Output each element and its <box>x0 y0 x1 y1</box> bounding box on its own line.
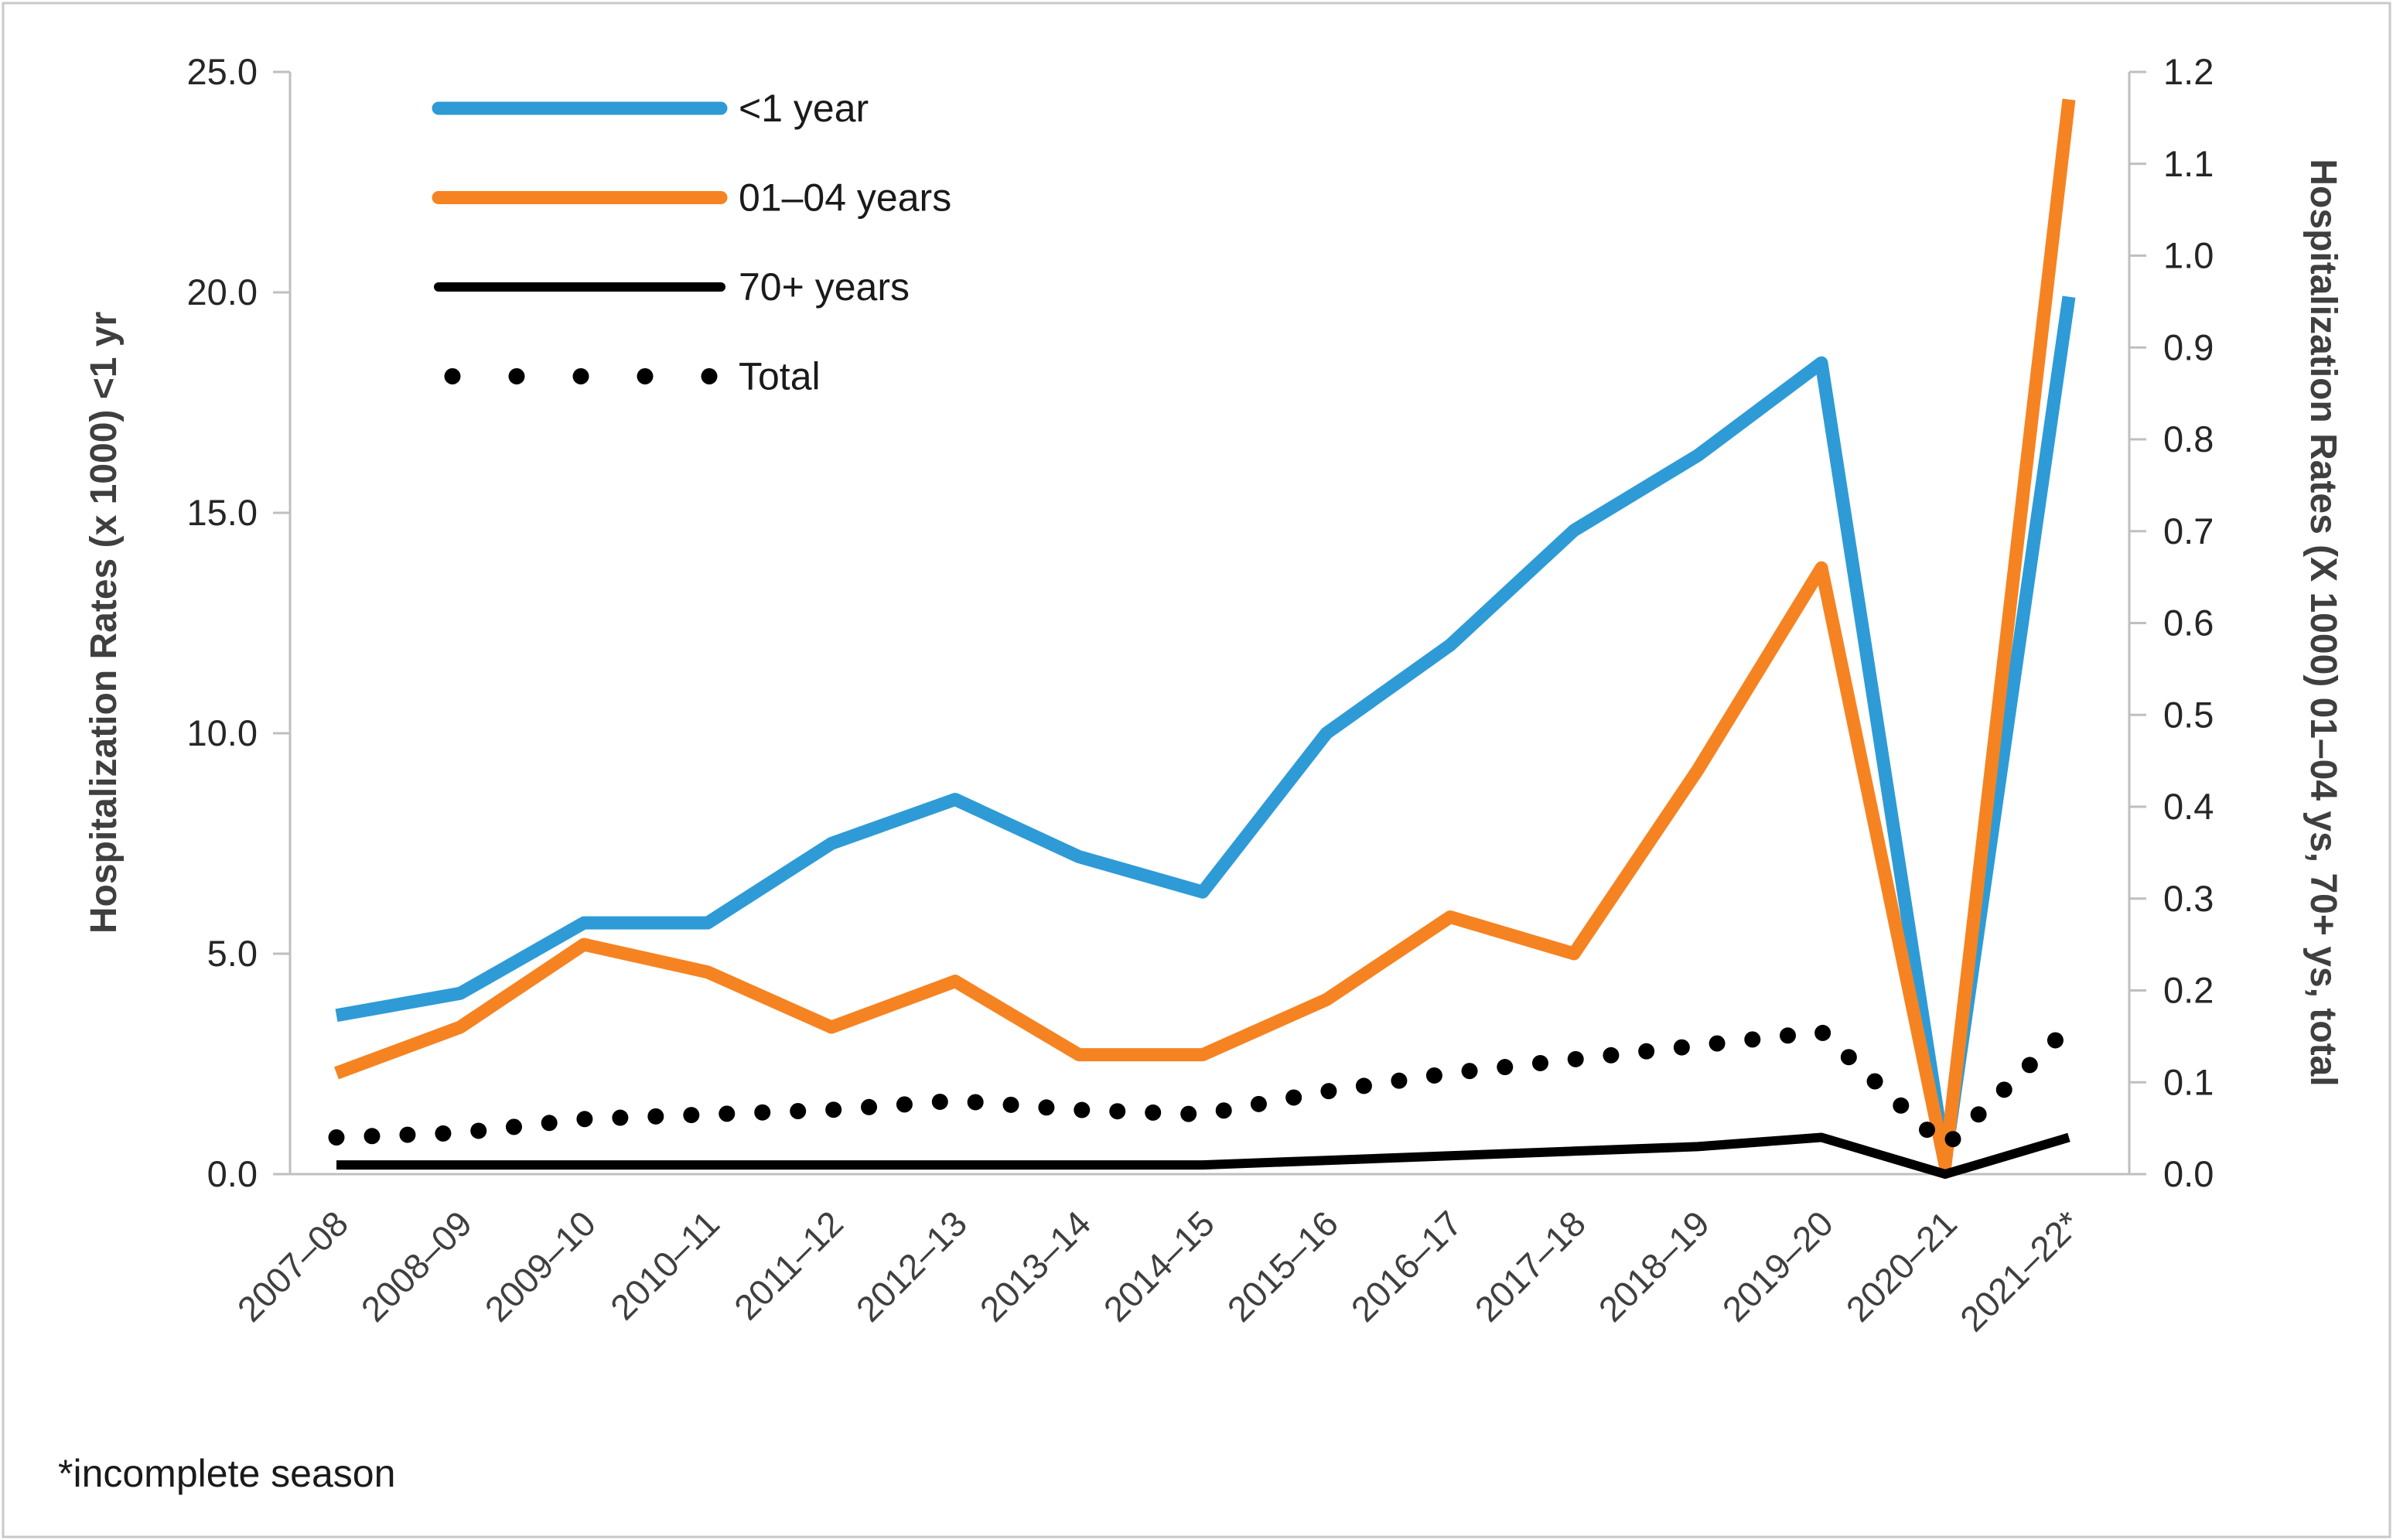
x-axis-label: 2018–19 <box>1591 1203 1717 1329</box>
right-tick-label: 0.7 <box>2163 510 2214 551</box>
right-tick-label: 0.2 <box>2163 970 2214 1011</box>
x-axis-label: 2009–10 <box>477 1203 603 1329</box>
legend-label: 70+ years <box>739 265 910 309</box>
x-axis-label: 2016–17 <box>1343 1203 1470 1329</box>
axes <box>288 72 2131 1176</box>
legend-label: 01–04 years <box>739 176 951 220</box>
x-axis-label: 2015–16 <box>1220 1203 1346 1329</box>
footnote: *incomplete season <box>58 1452 395 1495</box>
left-tick-label: 15.0 <box>187 492 258 533</box>
x-axis-label: 2008–09 <box>353 1203 480 1329</box>
series-line <box>336 1132 2070 1179</box>
right-tick-label: 0.5 <box>2163 694 2214 735</box>
right-tick-label: 1.2 <box>2163 51 2214 92</box>
x-axis-label: 2011–12 <box>726 1203 851 1327</box>
x-axis-label: 2007–08 <box>230 1203 356 1329</box>
left-tick-label: 10.0 <box>187 712 258 753</box>
x-axis-label: 2012–13 <box>848 1203 975 1329</box>
x-axis-label: 2019–20 <box>1715 1203 1841 1329</box>
left-tick-label: 0.0 <box>207 1153 258 1194</box>
left-axis-title: Hospitalization Rates (x 1000) <1 yr <box>84 312 125 934</box>
x-axis-label: 2010–11 <box>603 1203 727 1327</box>
right-axis-title: Hospitalization Rates (X 1000) 01–04 ys,… <box>2303 159 2344 1086</box>
left-axis-ticks: 0.0 5.0 10.0 15.0 20.0 25.0 <box>187 51 290 1194</box>
x-axis-label: 2014–15 <box>1096 1203 1222 1329</box>
right-tick-label: 0.8 <box>2163 418 2214 459</box>
series-line <box>334 98 2076 1172</box>
right-tick-label: 0.0 <box>2163 1153 2214 1194</box>
legend-label: Total <box>739 355 821 398</box>
right-tick-label: 1.1 <box>2163 143 2214 184</box>
x-axis-label: 2020–21 <box>1838 1203 1965 1329</box>
right-tick-label: 1.0 <box>2163 235 2214 276</box>
right-tick-label: 0.1 <box>2163 1061 2214 1102</box>
left-tick-label: 20.0 <box>187 271 258 312</box>
right-tick-label: 0.3 <box>2163 878 2214 919</box>
x-axis-label: 2017–18 <box>1467 1203 1593 1329</box>
right-tick-label: 0.4 <box>2163 786 2214 827</box>
legend: <1 year 01–04 years 70+ years Total <box>432 87 951 398</box>
left-tick-label: 5.0 <box>207 933 258 974</box>
series-line <box>335 295 2076 1168</box>
series-total-dotted-line <box>328 1019 2077 1155</box>
x-axis-label: 2013–14 <box>972 1203 1098 1329</box>
x-axis-label: 2021–22* <box>1952 1203 2088 1339</box>
right-tick-label: 0.6 <box>2163 603 2214 644</box>
left-tick-label: 25.0 <box>187 51 258 92</box>
data-series <box>328 98 2077 1179</box>
right-axis-ticks: 0.0 0.1 0.2 0.3 0.4 0.5 0.6 0.7 0.8 0.9 1.0 1.1 1.2 <box>2129 51 2214 1194</box>
legend-label: <1 year <box>739 87 869 130</box>
right-tick-label: 0.9 <box>2163 326 2214 367</box>
